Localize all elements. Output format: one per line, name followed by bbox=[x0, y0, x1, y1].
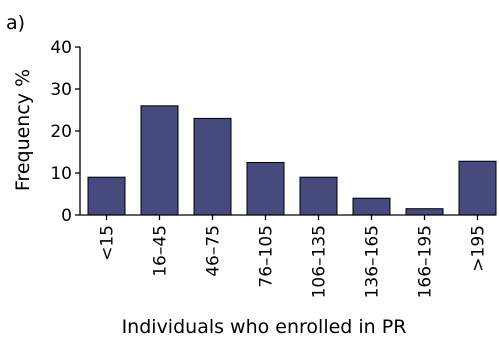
x-axis-title: Individuals who enrolled in PR bbox=[122, 316, 407, 338]
y-tick-label: 40 bbox=[50, 38, 72, 58]
x-tick-label: 76–105 bbox=[257, 225, 277, 288]
panel-label: a) bbox=[6, 12, 25, 34]
bar bbox=[299, 176, 338, 216]
bar bbox=[140, 105, 179, 216]
y-tick-label: 10 bbox=[50, 164, 72, 184]
x-axis: <15 16–45 46–75 76–105 106–135 136–165 166–195… bbox=[80, 214, 496, 298]
x-tick-label: 16–45 bbox=[151, 225, 171, 277]
x-tick-label: >195 bbox=[469, 225, 489, 272]
bar bbox=[87, 176, 126, 216]
y-tick-label: 30 bbox=[50, 80, 72, 100]
x-tick-label: 46–75 bbox=[204, 225, 224, 277]
y-axis: 0 10 20 30 40 bbox=[50, 38, 81, 226]
x-tick-label: 106–135 bbox=[310, 225, 330, 298]
bar bbox=[405, 208, 444, 216]
bar bbox=[246, 162, 285, 216]
bars bbox=[87, 105, 497, 216]
y-tick-label: 20 bbox=[50, 122, 72, 142]
bar bbox=[352, 197, 391, 216]
x-tick-label: 166–195 bbox=[416, 225, 436, 298]
x-tick-label: 136–165 bbox=[363, 225, 383, 298]
bar bbox=[193, 117, 232, 216]
y-axis-title: Frequency % bbox=[12, 69, 34, 191]
bar bbox=[458, 160, 497, 216]
x-tick-label: <15 bbox=[98, 225, 118, 261]
y-tick-label: 0 bbox=[61, 206, 72, 226]
